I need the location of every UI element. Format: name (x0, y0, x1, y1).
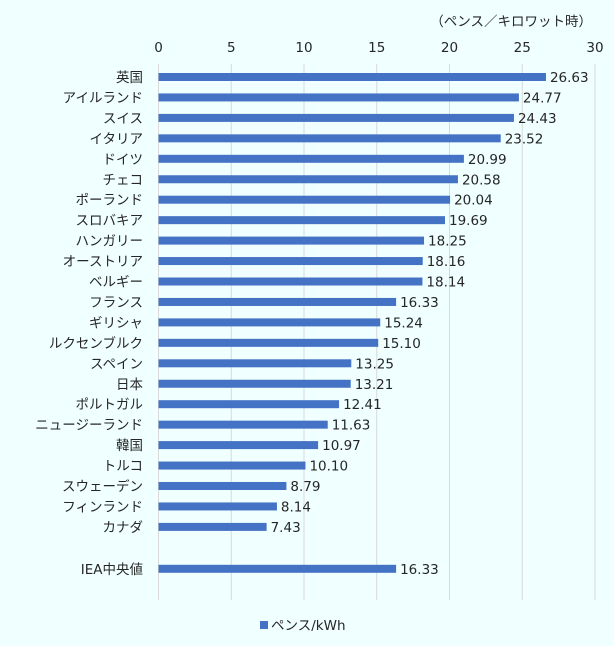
bar (158, 134, 501, 143)
category-label: 韓国 (116, 438, 143, 454)
category-label: ポルトガル (76, 397, 144, 413)
value-label: 20.99 (468, 152, 507, 168)
category-label: チェコ (103, 172, 144, 188)
value-label: 10.10 (309, 459, 348, 475)
legend-label: ペンス/kWh (271, 618, 346, 634)
bar (158, 93, 519, 102)
value-label: 18.25 (428, 234, 467, 250)
value-label: 20.04 (454, 193, 493, 209)
category-label: トルコ (103, 459, 143, 475)
value-label: 8.79 (290, 479, 320, 495)
value-label: 13.25 (355, 356, 394, 372)
bar (158, 482, 287, 490)
x-tick-label: 15 (368, 40, 385, 56)
bar (158, 564, 397, 573)
x-tick-label: 30 (586, 40, 603, 56)
bar (158, 338, 379, 347)
category-label: 英国 (116, 69, 143, 86)
value-label: 24.77 (523, 90, 562, 106)
category-label: ベルギー (89, 275, 143, 291)
category-label: スロバキア (76, 213, 144, 229)
category-label: カナダ (103, 520, 144, 536)
value-label: 19.69 (449, 213, 488, 229)
category-label: スイス (103, 111, 143, 127)
legend-swatch (260, 621, 268, 629)
bar (158, 154, 464, 163)
category-label: ギリシャ (89, 315, 143, 331)
category-label: 日本 (116, 377, 143, 393)
x-tick-label: 0 (154, 40, 163, 56)
category-label: ニュージーランド (35, 418, 143, 434)
bar (158, 400, 340, 409)
bar (158, 297, 397, 306)
category-label: ポーランド (76, 193, 144, 209)
value-label: 11.63 (332, 418, 371, 434)
value-label: 16.33 (400, 562, 439, 578)
bar (158, 318, 381, 327)
x-tick-label: 25 (514, 40, 531, 56)
value-label: 15.24 (384, 315, 423, 331)
value-label: 20.58 (462, 172, 501, 188)
bar (158, 522, 267, 531)
value-label: 7.43 (271, 520, 301, 536)
value-label: 13.21 (355, 377, 394, 393)
value-label: 18.16 (427, 254, 466, 270)
bar (158, 73, 546, 81)
category-label: イタリア (90, 131, 143, 147)
bar (158, 216, 445, 225)
category-label: フランス (89, 295, 143, 311)
value-label: 15.10 (382, 336, 421, 352)
value-label: 10.97 (322, 438, 361, 454)
category-label: アイルランド (63, 90, 143, 106)
category-label: ドイツ (103, 152, 144, 168)
category-label: IEA中央値 (81, 562, 143, 578)
bar (158, 113, 514, 122)
value-label: 26.63 (550, 70, 589, 86)
category-label: ハンガリー (76, 234, 144, 250)
bar (158, 420, 328, 429)
x-tick-label: 20 (441, 40, 458, 56)
legend: ペンス/kWh (260, 618, 346, 634)
category-label: スペイン (90, 356, 143, 372)
value-label: 8.14 (281, 499, 311, 515)
value-label: 24.43 (518, 111, 557, 127)
bar (158, 441, 319, 450)
category-label: オーストリア (63, 254, 143, 270)
unit-label: （ペンス／キロワット時） (430, 14, 592, 30)
bar (158, 257, 423, 266)
value-label: 18.14 (426, 275, 465, 291)
category-label: スウェーデン (62, 478, 143, 495)
bar (158, 502, 277, 511)
category-label: フィンランド (62, 499, 143, 515)
bar (158, 461, 306, 470)
value-label: 16.33 (400, 295, 439, 311)
bar (158, 175, 458, 184)
value-label: 23.52 (505, 131, 544, 147)
bar (158, 379, 351, 388)
x-tick-label: 10 (295, 40, 312, 56)
value-label: 12.41 (343, 397, 382, 413)
category-label: ルクセンブルク (49, 335, 143, 352)
bar (158, 277, 423, 286)
bar (158, 195, 451, 204)
bar (158, 236, 425, 245)
x-tick-label: 5 (227, 40, 236, 56)
bar (158, 359, 352, 368)
